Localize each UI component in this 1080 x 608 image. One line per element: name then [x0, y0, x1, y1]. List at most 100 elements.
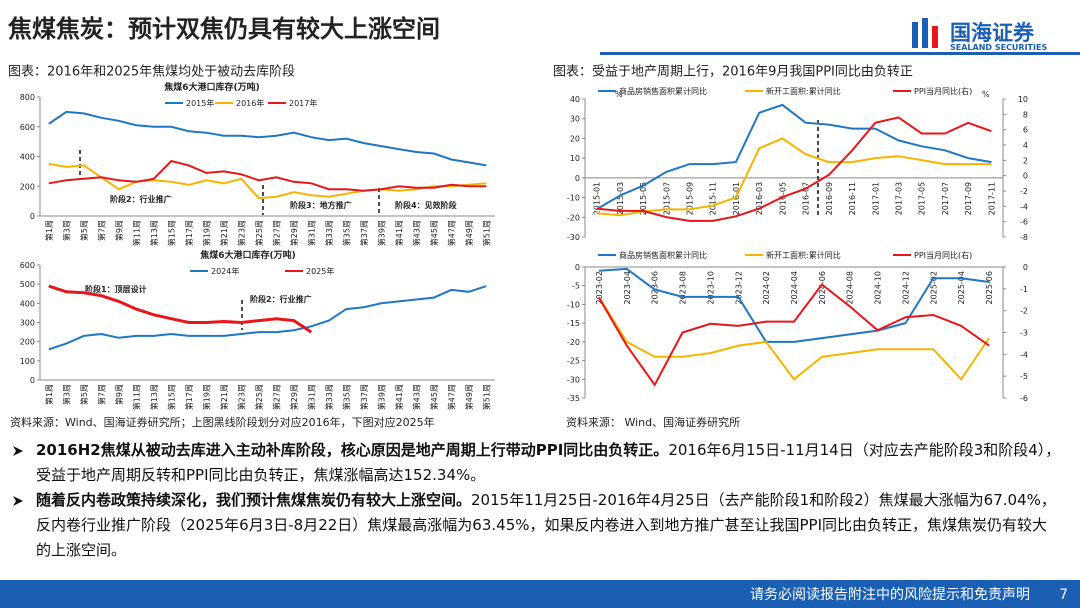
x-tick-label: 第37周 — [359, 384, 369, 410]
x-tick-label: 第27周 — [271, 384, 281, 410]
x-tick-label: 第19周 — [201, 220, 211, 246]
bullet-lead: 随着反内卷政策持续深化，我们预计焦煤焦炭仍有较大上涨空间。 — [36, 491, 472, 509]
x-tick-label: 第9周 — [114, 220, 124, 241]
y2-tick-label: -6 — [1020, 218, 1028, 227]
x-tick-label: 2024-04 — [790, 271, 799, 304]
x-tick-label: 2016-09 — [825, 182, 834, 215]
x-tick-label: 第7周 — [96, 384, 106, 405]
y-tick-label: 40 — [570, 95, 580, 104]
x-tick-label: 第49周 — [464, 384, 474, 410]
x-tick-label: 2023-08 — [679, 271, 688, 304]
x-tick-label: 第25周 — [254, 384, 264, 410]
legend-label: 2024年 — [211, 266, 239, 276]
header-rule — [600, 52, 1080, 55]
x-tick-label: 第31周 — [306, 384, 316, 410]
bullet: 2016H2焦煤从被动去库进入主动补库阶段，核心原因是地产周期上行带动PPI同比… — [12, 438, 1062, 488]
y-tick-label: -35 — [567, 394, 580, 403]
series-line — [48, 110, 487, 167]
y2-tick-label: 0 — [1023, 263, 1028, 272]
x-tick-label: 2023-06 — [651, 271, 660, 304]
x-tick-label: 第51周 — [481, 220, 491, 246]
series-line — [596, 116, 992, 222]
x-tick-label: 第29周 — [289, 384, 299, 410]
bullet-text: 2016年6月15日-11月14日（对应去产能阶段3和阶段4），受益于地产周期反… — [36, 441, 1061, 484]
x-tick-label: 2015-09 — [686, 182, 695, 215]
x-tick-label: 2017-07 — [941, 182, 950, 215]
y-tick-label: -20 — [567, 213, 580, 222]
x-tick-label: 第37周 — [359, 220, 369, 246]
x-tick-label: 2017-09 — [964, 182, 973, 215]
bullet: 随着反内卷政策持续深化，我们预计焦煤焦炭仍有较大上涨空间。2015年11月25日… — [12, 488, 1062, 563]
legend-label: 2025年 — [306, 266, 334, 276]
series-line — [596, 137, 992, 217]
footer-text: 请务必阅读报告附注中的风险提示和免责声明 — [750, 586, 1030, 603]
y-tick-label: 20 — [570, 134, 580, 143]
series-line — [596, 103, 992, 211]
slide-title: 焦煤焦炭：预计双焦仍具有较大上涨空间 — [8, 15, 440, 43]
bullet-arrow — [13, 446, 23, 456]
bullet-lead: 2016H2焦煤从被动去库进入主动补库阶段，核心原因是地产周期上行带动PPI同比… — [36, 441, 669, 459]
y2-tick-label: 4 — [1023, 141, 1028, 150]
annotation: 阶段2：行业推广 — [250, 294, 312, 304]
y-tick-label: 400 — [20, 299, 35, 308]
series-line — [598, 283, 990, 387]
figure-caption: 图表：受益于地产周期上行，2016年9月我国PPI同比由负转正 — [553, 65, 913, 80]
x-tick-label: 2024-08 — [846, 271, 855, 304]
legend-label: 2015年 — [186, 98, 214, 108]
y-tick-label: 100 — [20, 357, 35, 366]
page-number: 7 — [1059, 587, 1068, 603]
x-tick-label: 第13周 — [149, 384, 159, 410]
y-tick-label: 500 — [20, 280, 35, 289]
y-tick-label: -20 — [567, 338, 580, 347]
x-tick-label: 第23周 — [236, 384, 246, 410]
y-tick-label: 30 — [570, 115, 580, 124]
x-tick-label: 第1周 — [44, 384, 54, 405]
x-tick-label: 第1周 — [44, 220, 54, 241]
chart-title: 焦煤6大港口库存(万吨) — [199, 249, 296, 261]
y2-tick-label: 2 — [1023, 156, 1028, 165]
x-tick-label: 第9周 — [114, 384, 124, 405]
y2-unit: % — [982, 90, 990, 99]
source-note: 资料来源： Wind、国海证券研究所 — [566, 415, 740, 429]
y2-tick-label: -4 — [1020, 350, 1028, 359]
legend-label: PPI当月同比(右) — [914, 250, 972, 260]
x-tick-label: 第11周 — [131, 220, 141, 246]
x-tick-label: 2024-02 — [762, 271, 771, 304]
y-tick-label: 0 — [30, 212, 35, 221]
x-tick-label: 第21周 — [219, 220, 229, 246]
y2-tick-label: 10 — [1018, 95, 1028, 104]
y-tick-label: 200 — [20, 182, 35, 191]
y-tick-label: -30 — [567, 233, 580, 242]
x-tick-label: 第29周 — [289, 220, 299, 246]
x-tick-label: 第43周 — [411, 384, 421, 410]
logo-icon — [912, 18, 938, 48]
x-tick-label: 第3周 — [61, 384, 71, 405]
y-tick-label: 300 — [20, 319, 35, 328]
x-tick-label: 第35周 — [341, 384, 351, 410]
legend-label: PPI当月同比(右) — [914, 86, 972, 96]
series-line — [598, 267, 990, 343]
annotation: 阶段1：顶层设计 — [85, 284, 147, 294]
x-tick-label: 第31周 — [306, 220, 316, 246]
y2-tick-label: -8 — [1020, 233, 1028, 242]
x-tick-label: 第51周 — [481, 384, 491, 410]
x-tick-label: 第27周 — [271, 220, 281, 246]
x-tick-label: 2023-12 — [734, 271, 743, 304]
footer-bar — [0, 580, 1080, 608]
x-tick-label: 第19周 — [201, 384, 211, 410]
bullet-arrow — [13, 496, 23, 506]
annotation: 阶段4：见效阶段 — [395, 200, 457, 210]
y-tick-label: -25 — [567, 357, 580, 366]
x-tick-label: 第39周 — [376, 220, 386, 246]
y2-tick-label: -6 — [1020, 394, 1028, 403]
y2-tick-label: -1 — [1020, 285, 1028, 294]
x-tick-label: 第43周 — [411, 220, 421, 246]
x-tick-label: 2016-05 — [778, 182, 787, 215]
x-tick-label: 第41周 — [394, 220, 404, 246]
legend-label: 商品房销售面积累计同比 — [619, 250, 707, 260]
y-tick-label: 0 — [30, 376, 35, 385]
x-tick-label: 2024-06 — [818, 271, 827, 304]
x-tick-label: 第15周 — [166, 384, 176, 410]
legend-label: 新开工面积:累计同比 — [766, 86, 841, 96]
